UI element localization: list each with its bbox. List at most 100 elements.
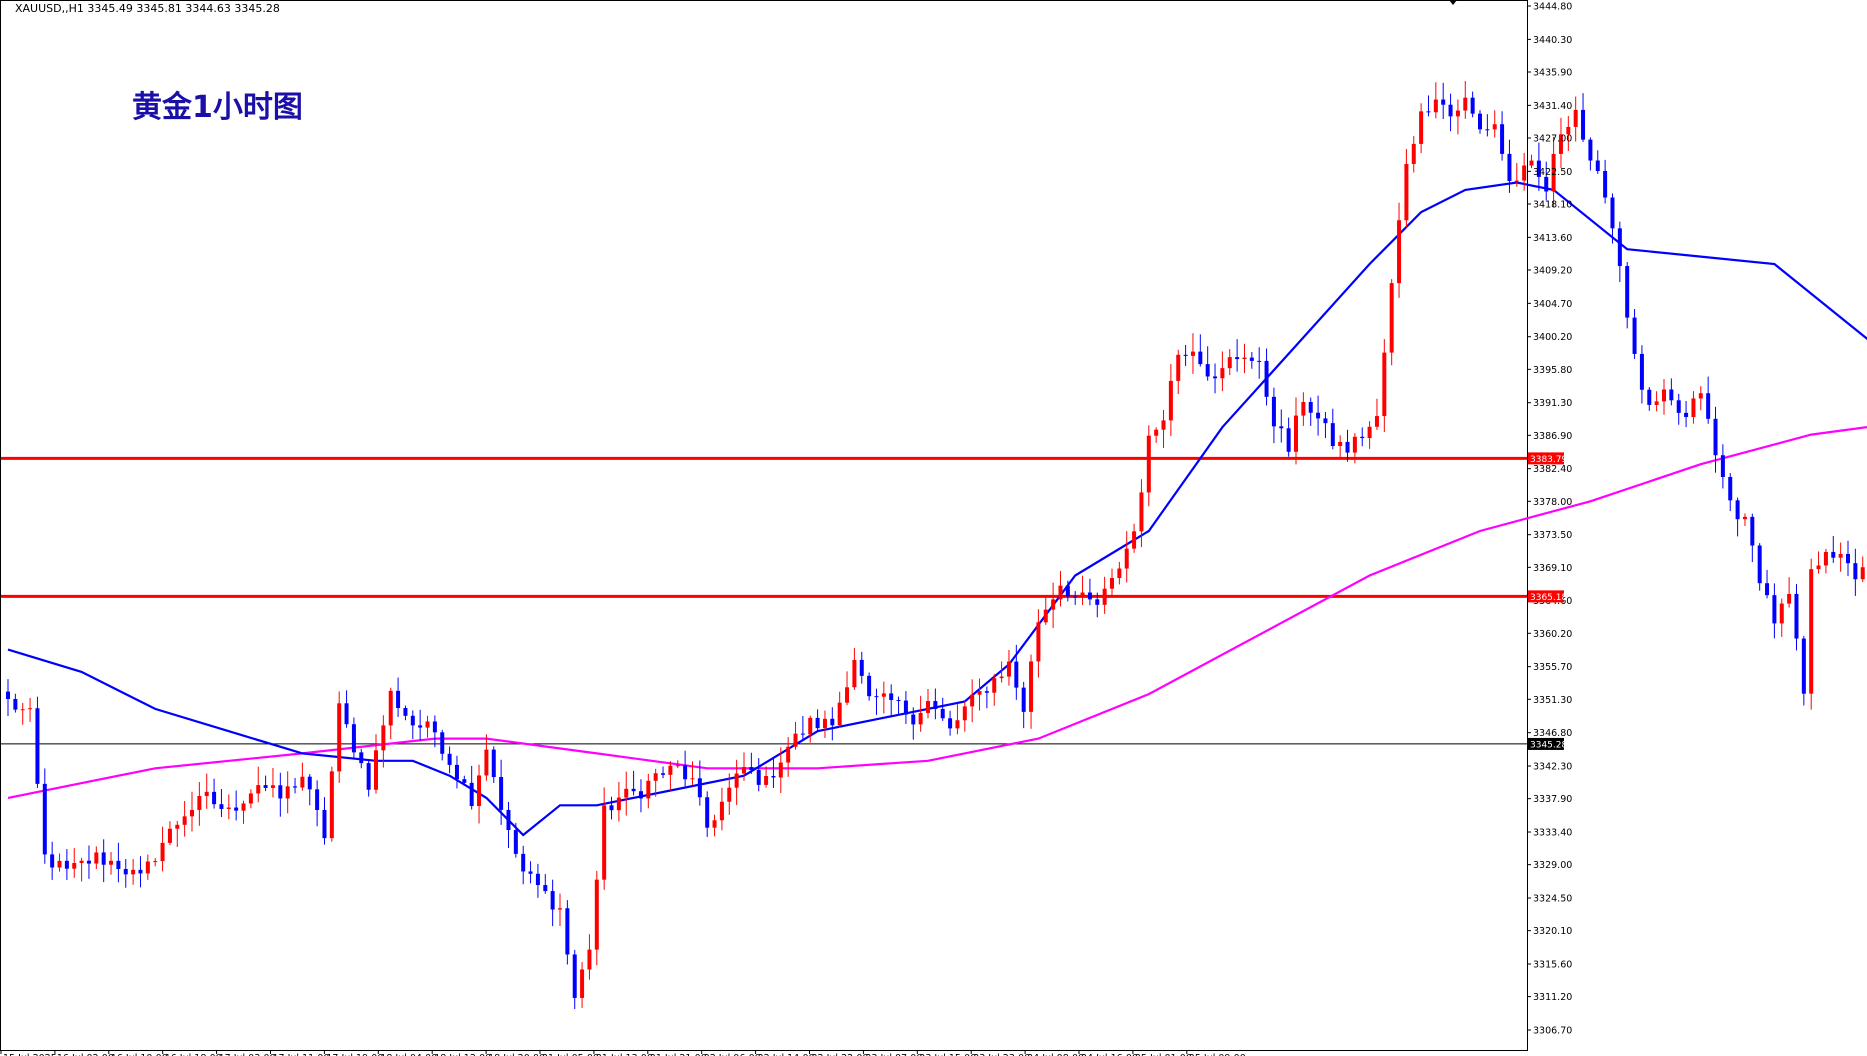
- candle[interactable]: [881, 681, 886, 714]
- candle[interactable]: [447, 746, 452, 774]
- candle[interactable]: [101, 839, 106, 883]
- candle[interactable]: [955, 704, 960, 735]
- candle[interactable]: [513, 822, 518, 858]
- candle[interactable]: [580, 962, 585, 1008]
- candle[interactable]: [1132, 523, 1137, 553]
- candle[interactable]: [1566, 116, 1571, 152]
- candle[interactable]: [1146, 425, 1151, 507]
- candle[interactable]: [602, 787, 607, 890]
- candle[interactable]: [374, 734, 378, 794]
- candle[interactable]: [1404, 148, 1409, 228]
- candle[interactable]: [1161, 410, 1166, 449]
- candle[interactable]: [1426, 95, 1431, 117]
- candle[interactable]: [1478, 110, 1482, 134]
- candle[interactable]: [248, 789, 253, 809]
- candle[interactable]: [543, 874, 548, 894]
- candle[interactable]: [131, 858, 136, 885]
- candle[interactable]: [786, 737, 791, 777]
- candle[interactable]: [1419, 103, 1424, 154]
- candle[interactable]: [1110, 568, 1114, 598]
- candle[interactable]: [79, 857, 84, 882]
- candle[interactable]: [1154, 427, 1159, 443]
- candle[interactable]: [1772, 583, 1777, 639]
- candle[interactable]: [6, 679, 10, 716]
- candle[interactable]: [683, 750, 688, 787]
- candle[interactable]: [1647, 387, 1652, 411]
- candle[interactable]: [918, 695, 923, 732]
- candle[interactable]: [1610, 193, 1615, 244]
- candle[interactable]: [837, 691, 842, 728]
- candle[interactable]: [197, 782, 202, 826]
- candle[interactable]: [565, 900, 570, 965]
- candle[interactable]: [1794, 584, 1799, 651]
- candle[interactable]: [609, 796, 614, 820]
- candle[interactable]: [911, 707, 916, 740]
- candle[interactable]: [1617, 221, 1622, 283]
- candle[interactable]: [587, 934, 592, 980]
- candle[interactable]: [1603, 159, 1608, 204]
- candle[interactable]: [1029, 654, 1034, 729]
- candle[interactable]: [550, 879, 555, 927]
- candle[interactable]: [830, 707, 835, 741]
- candle[interactable]: [1338, 435, 1343, 458]
- candle[interactable]: [1367, 421, 1372, 449]
- candle[interactable]: [1728, 473, 1733, 512]
- candle[interactable]: [742, 752, 746, 781]
- candle[interactable]: [926, 689, 930, 719]
- candle[interactable]: [1463, 81, 1468, 119]
- candle[interactable]: [1242, 343, 1247, 374]
- candle[interactable]: [727, 773, 732, 815]
- candle[interactable]: [1264, 348, 1269, 406]
- candle[interactable]: [1588, 137, 1593, 171]
- candle[interactable]: [1249, 352, 1254, 369]
- candle[interactable]: [624, 771, 629, 816]
- candle[interactable]: [719, 787, 724, 831]
- candle[interactable]: [1316, 395, 1321, 436]
- candle[interactable]: [903, 691, 908, 724]
- candle[interactable]: [477, 764, 482, 824]
- candle[interactable]: [1168, 364, 1173, 436]
- candle[interactable]: [1213, 363, 1218, 394]
- candle[interactable]: [204, 773, 209, 809]
- candle[interactable]: [484, 734, 489, 781]
- candle[interactable]: [521, 845, 526, 885]
- candle[interactable]: [234, 790, 239, 821]
- candle[interactable]: [1536, 142, 1541, 191]
- candle[interactable]: [1662, 379, 1666, 415]
- candle[interactable]: [256, 766, 261, 803]
- candle[interactable]: [72, 848, 77, 878]
- candle[interactable]: [145, 854, 150, 880]
- candle[interactable]: [86, 845, 91, 879]
- candle[interactable]: [123, 858, 128, 888]
- candle[interactable]: [351, 717, 356, 759]
- candle[interactable]: [1397, 202, 1402, 298]
- candle[interactable]: [1382, 339, 1387, 433]
- candle[interactable]: [1757, 543, 1762, 591]
- candle[interactable]: [381, 715, 386, 768]
- candle[interactable]: [278, 772, 283, 817]
- candle[interactable]: [764, 766, 769, 788]
- candle[interactable]: [1698, 386, 1703, 411]
- candle[interactable]: [1190, 333, 1195, 374]
- candle[interactable]: [984, 686, 989, 709]
- candle[interactable]: [1522, 152, 1527, 191]
- candle[interactable]: [1691, 391, 1696, 424]
- candle[interactable]: [638, 779, 643, 813]
- candle[interactable]: [366, 759, 371, 797]
- candle[interactable]: [499, 759, 504, 825]
- candle[interactable]: [1500, 111, 1505, 161]
- candle[interactable]: [1006, 650, 1011, 686]
- candle[interactable]: [734, 759, 739, 806]
- candle[interactable]: [1124, 531, 1129, 583]
- candle[interactable]: [491, 746, 496, 783]
- candle[interactable]: [1860, 556, 1865, 582]
- candle[interactable]: [800, 716, 805, 740]
- candle[interactable]: [359, 748, 364, 769]
- candle[interactable]: [896, 696, 901, 716]
- candle[interactable]: [322, 797, 327, 845]
- candle[interactable]: [948, 710, 953, 736]
- candle[interactable]: [1183, 344, 1188, 366]
- candle[interactable]: [653, 768, 658, 797]
- candle[interactable]: [616, 781, 621, 822]
- candle[interactable]: [933, 688, 938, 720]
